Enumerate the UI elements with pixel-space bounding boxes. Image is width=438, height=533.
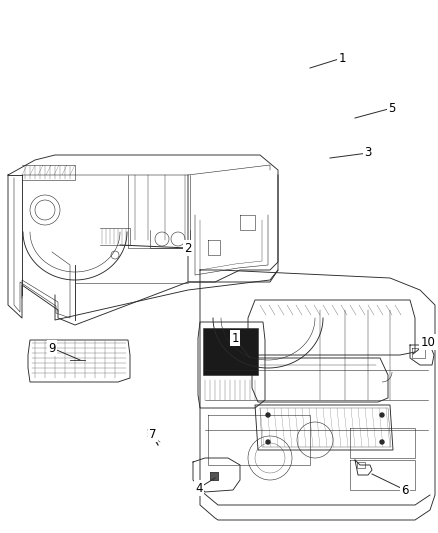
Text: 5: 5 <box>389 101 396 115</box>
Text: 2: 2 <box>184 241 192 254</box>
Text: 3: 3 <box>364 147 372 159</box>
Text: 1: 1 <box>231 332 239 344</box>
Circle shape <box>380 440 384 444</box>
Text: 1: 1 <box>338 52 346 64</box>
Circle shape <box>266 440 270 444</box>
Circle shape <box>380 413 384 417</box>
Polygon shape <box>210 472 218 480</box>
Text: 9: 9 <box>48 342 56 354</box>
Text: 4: 4 <box>195 481 203 495</box>
Polygon shape <box>203 328 258 375</box>
Text: 7: 7 <box>149 427 157 440</box>
Text: 10: 10 <box>420 335 435 349</box>
Text: 6: 6 <box>401 483 409 497</box>
Circle shape <box>266 413 270 417</box>
